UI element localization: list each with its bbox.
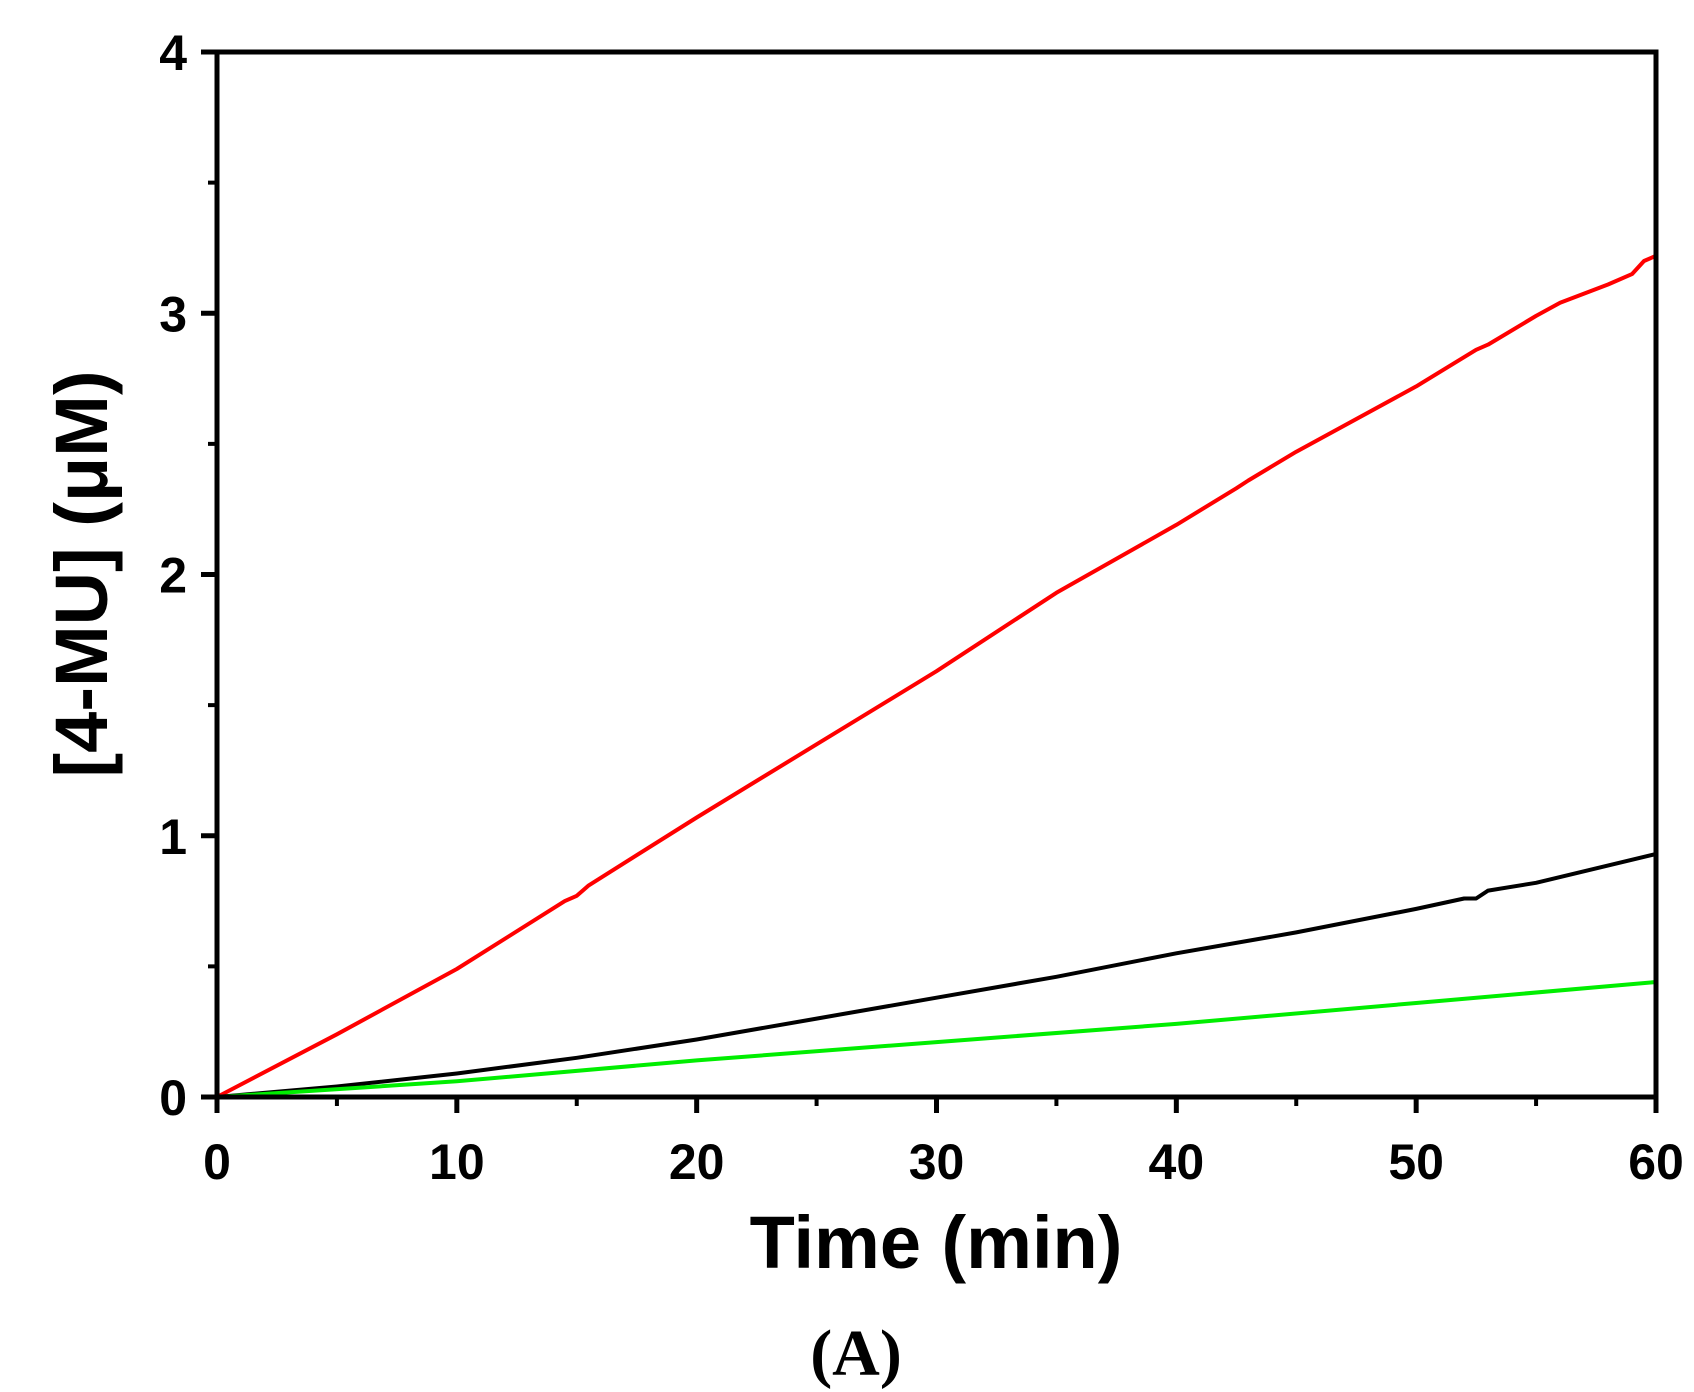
y-tick-label: 3 <box>159 286 187 342</box>
x-tick-label: 40 <box>1149 1134 1205 1190</box>
x-tick-label: 60 <box>1628 1134 1684 1190</box>
series-line-3 <box>215 980 1658 1099</box>
x-tick-label: 0 <box>203 1134 231 1190</box>
y-axis-title: [4-MU] (μM) <box>40 371 123 778</box>
y-tick-label: 4 <box>159 25 187 81</box>
y-tick-label: 1 <box>159 809 187 865</box>
x-tick-label: 30 <box>909 1134 965 1190</box>
y-tick-label: 0 <box>159 1070 187 1126</box>
x-tick-label: 10 <box>429 1134 485 1190</box>
x-axis-title: Time (min) <box>750 1201 1123 1284</box>
series-line-2 <box>215 852 1658 1099</box>
plot-frame <box>214 49 1659 1100</box>
series-line-1 <box>215 253 1658 1099</box>
y-tick-label: 2 <box>159 548 187 604</box>
series-layer <box>215 253 1658 1099</box>
panel-label: (A) <box>810 1317 902 1390</box>
x-tick-label: 20 <box>669 1134 725 1190</box>
ticks-layer: 0 10 20 30 40 50 60 0 1 2 3 4 <box>159 25 1684 1190</box>
x-tick-label: 50 <box>1388 1134 1444 1190</box>
